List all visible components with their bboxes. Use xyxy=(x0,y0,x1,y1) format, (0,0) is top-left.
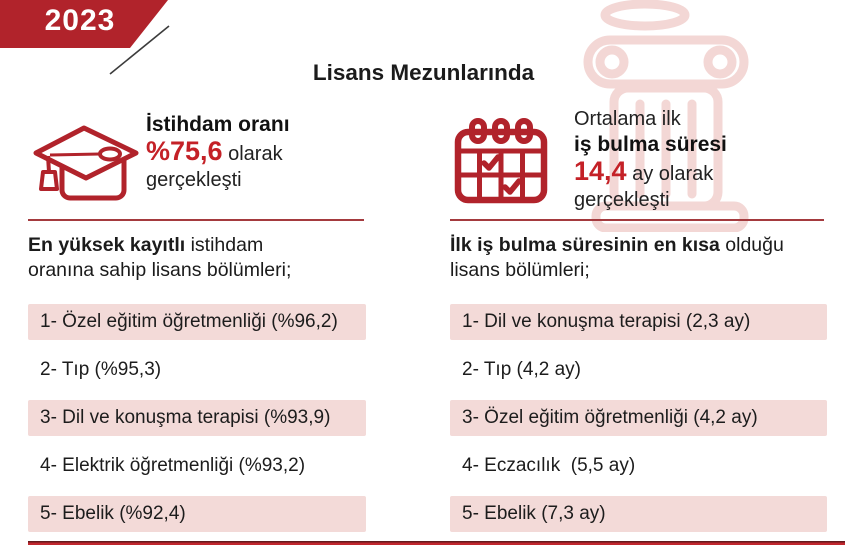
year-banner xyxy=(0,0,170,75)
column-icon xyxy=(583,0,749,232)
employment-value-suffix: olarak xyxy=(222,143,283,165)
right-list-heading: İlk iş bulma süresinin en kısa olduğu li… xyxy=(450,233,794,283)
list-item: 4- Elektrik öğretmenliği (%93,2) xyxy=(40,455,306,476)
employment-value: %75,6 xyxy=(146,136,223,166)
right-heading-rest: olduğu lisans bölümleri; xyxy=(450,234,784,281)
first-job-top5-list: 1- Dil ve konuşma terapisi (2,3 ay) 2- T… xyxy=(450,304,827,544)
list-item: 1- Özel eğitim öğretmenliği (%96,2) xyxy=(28,304,366,340)
first-job-tail: gerçekleşti xyxy=(574,189,670,211)
employment-top5-list: 1- Özel eğitim öğretmenliği (%96,2) 2- T… xyxy=(28,304,366,544)
list-item: 5- Ebelik (7,3 ay) xyxy=(450,496,827,532)
left-heading-bold: En yüksek kayıtlı xyxy=(28,234,186,256)
employment-stat: İstihdam oranı %75,6 olarak gerçekleşti xyxy=(146,112,386,193)
employment-title: İstihdam oranı xyxy=(146,113,290,136)
list-item: 2- Tıp (4,2 ay) xyxy=(462,359,581,380)
list-item: 2- Tıp (%95,3) xyxy=(40,359,162,380)
left-heading-rest: istihdam oranına sahip lisans bölümleri; xyxy=(28,234,292,281)
list-item: 5- Ebelik (%92,4) xyxy=(28,496,366,532)
left-divider xyxy=(28,219,364,221)
right-heading-bold: İlk iş bulma süresinin en kısa xyxy=(450,234,720,256)
bottom-rule xyxy=(28,541,845,545)
first-job-intro: Ortalama ilk xyxy=(574,108,681,130)
graduation-cap-icon xyxy=(33,125,139,201)
year-label: 2023 xyxy=(44,4,116,37)
list-item: 3- Özel eğitim öğretmenliği (4,2 ay) xyxy=(450,400,827,436)
list-item: 1- Dil ve konuşma terapisi (2,3 ay) xyxy=(450,304,827,340)
first-job-title: iş bulma süresi xyxy=(574,133,727,156)
list-item: 3- Dil ve konuşma terapisi (%93,9) xyxy=(28,400,366,436)
employment-value-line: %75,6 olarak xyxy=(146,138,386,167)
first-job-value-suffix: ay olarak xyxy=(626,163,714,185)
first-job-stat: Ortalama ilk iş bulma süresi 14,4 ay ola… xyxy=(574,106,824,213)
right-divider xyxy=(450,219,824,221)
first-job-value-line: 14,4 ay olarak xyxy=(574,158,824,187)
calendar-icon xyxy=(454,118,548,204)
left-list-heading: En yüksek kayıtlı istihdam oranına sahip… xyxy=(28,233,330,283)
page-title: Lisans Mezunlarında xyxy=(312,60,535,85)
employment-tail: gerçekleşti xyxy=(146,169,242,191)
list-item: 4- Eczacılık (5,5 ay) xyxy=(462,455,636,476)
first-job-value: 14,4 xyxy=(574,156,627,186)
